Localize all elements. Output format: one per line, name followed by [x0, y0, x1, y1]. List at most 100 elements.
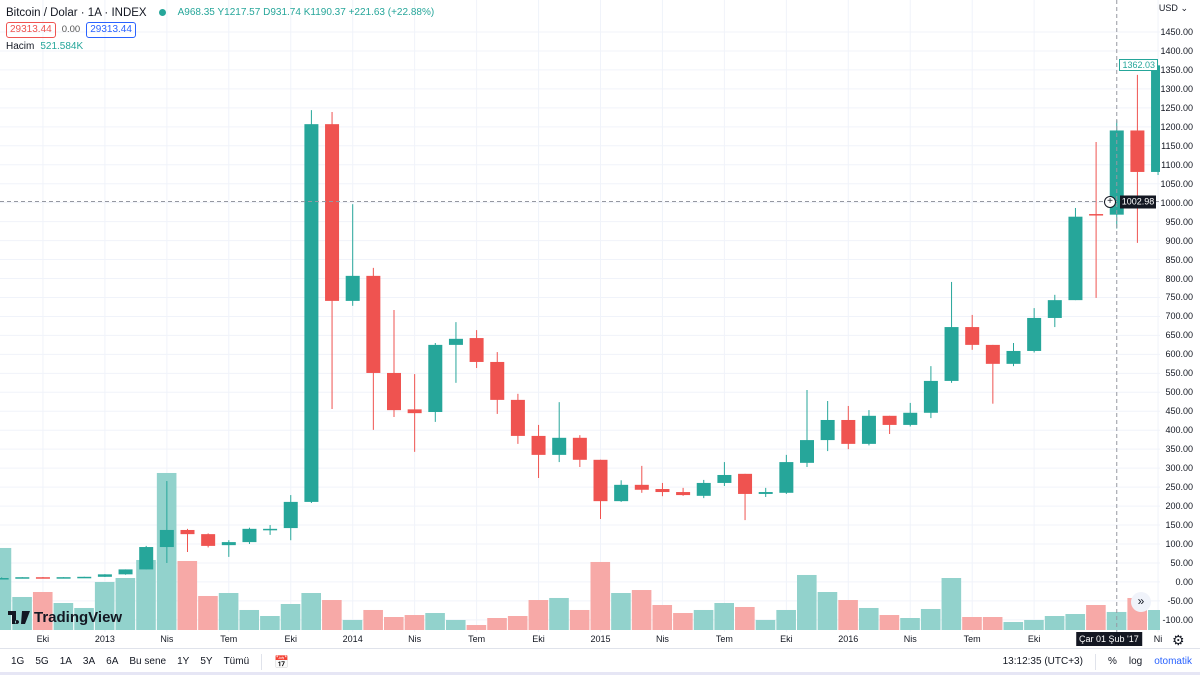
time-tick-label: Eki — [1027, 634, 1041, 644]
timeframe-button[interactable]: 5Y — [200, 656, 213, 667]
price-tick-label: 0.00 — [1175, 576, 1193, 587]
candle-body — [15, 577, 30, 579]
timeframe-button[interactable]: Bu sene — [129, 656, 167, 667]
volume-bar — [817, 592, 838, 630]
candle-body — [1006, 350, 1021, 364]
price-tick-label: -50.00 — [1167, 595, 1193, 606]
volume-bar — [301, 592, 321, 630]
volume-bar — [322, 600, 342, 630]
clock[interactable]: 13:12:35 (UTC+3) — [1002, 656, 1083, 667]
price-tick-label: 700.00 — [1165, 311, 1193, 322]
candle-body — [531, 435, 546, 455]
last-price-label: 1362.03 — [1119, 59, 1158, 72]
price-tick-label: 1300.00 — [1160, 83, 1193, 94]
symbol-title[interactable]: Bitcoin / Dolar · 1A · INDEX — [6, 6, 147, 19]
volume-bar — [487, 617, 507, 630]
price-tick-label: 850.00 — [1165, 254, 1193, 265]
volume-bar — [838, 600, 858, 630]
candle-body — [593, 459, 608, 502]
candle-body — [676, 492, 691, 496]
time-tick-label: 2014 — [342, 634, 363, 644]
buy-button[interactable]: 29313.44 — [86, 21, 136, 38]
volume-bar — [280, 604, 301, 630]
currency-label: USD — [1158, 3, 1178, 13]
time-tick-label: Ni — [1153, 634, 1163, 644]
price-tick-label: 1100.00 — [1161, 159, 1193, 170]
volume-bar — [631, 590, 652, 630]
volume-bar — [652, 605, 673, 630]
candle-body — [448, 338, 463, 345]
candle-body — [56, 577, 71, 579]
price-tick-label: 1200.00 — [1160, 121, 1193, 132]
candle-body — [469, 338, 484, 362]
time-tick-label: Nis — [655, 634, 669, 644]
volume-bar — [94, 581, 115, 630]
candle-body — [779, 462, 794, 493]
volume-bar — [32, 592, 53, 630]
candle-body — [139, 547, 154, 570]
candle-body — [985, 344, 1000, 364]
volume-bar — [404, 615, 425, 630]
volume-label[interactable]: Hacim — [6, 41, 35, 52]
timeframe-button[interactable]: 1Y — [177, 656, 190, 667]
candle-body — [304, 124, 319, 502]
timeframe-button[interactable]: Tümü — [223, 656, 250, 667]
price-tick-label: 1000.00 — [1160, 197, 1193, 208]
timeframe-button[interactable]: 5G — [35, 656, 49, 667]
chevron-down-icon: ⌄ — [1180, 3, 1188, 13]
volume-bar — [53, 603, 74, 630]
price-tick-label: 650.00 — [1165, 330, 1193, 341]
candle-body — [1089, 214, 1104, 216]
timeframe-button[interactable]: 1A — [59, 656, 72, 667]
high-label: Y — [217, 7, 225, 18]
volume-bar — [198, 595, 218, 630]
open-label: A — [177, 7, 185, 18]
logo-text: TradingView — [34, 609, 123, 626]
price-tick-label: -100.00 — [1162, 614, 1193, 625]
volume-bar — [797, 574, 817, 630]
spread-value: 0.00 — [61, 24, 81, 35]
volume-bar — [611, 592, 631, 630]
price-tick-label: 900.00 — [1165, 235, 1193, 246]
candle-body — [614, 484, 629, 502]
sell-button[interactable]: 29313.44 — [6, 21, 56, 38]
price-chart[interactable] — [0, 0, 1160, 632]
volume-bar — [1106, 611, 1127, 630]
auto-scale-toggle[interactable]: otomatik — [1154, 656, 1192, 667]
time-tick-label: Tem — [715, 634, 733, 644]
candle-body — [1047, 300, 1062, 318]
time-tick-label: Eki — [780, 634, 793, 644]
price-tick-label: 600.00 — [1165, 349, 1193, 360]
price-tick-label: 1050.00 — [1160, 178, 1193, 189]
volume-bar — [239, 609, 260, 630]
percent-scale-toggle[interactable]: % — [1107, 656, 1117, 667]
candle-body — [634, 484, 649, 490]
volume-bar — [342, 619, 363, 630]
gear-icon[interactable]: ⚙ — [1172, 632, 1185, 648]
volume-bar — [445, 619, 466, 630]
volume-bar — [1044, 616, 1065, 630]
plus-icon[interactable]: + — [1104, 195, 1116, 208]
log-scale-toggle[interactable]: log — [1128, 656, 1143, 667]
open-value: 968.35 — [184, 7, 215, 18]
volume-bar — [879, 615, 900, 630]
candle-body — [77, 576, 92, 579]
timeframe-button[interactable]: 6A — [106, 656, 119, 667]
scroll-to-realtime-button[interactable]: » — [1131, 592, 1151, 612]
timeframe-button[interactable]: 1G — [11, 656, 25, 667]
candle-body — [1151, 65, 1160, 172]
date-range-icon[interactable]: 📅 — [274, 654, 290, 669]
volume-bar — [1024, 619, 1044, 630]
crosshair — [0, 0, 1160, 632]
currency-selector[interactable]: USD ⌄ — [1159, 3, 1188, 14]
price-tick-label: 100.00 — [1165, 539, 1193, 549]
volume-bar — [384, 617, 404, 630]
candle-body — [717, 474, 732, 483]
time-tick-label: Tem — [963, 634, 981, 644]
tradingview-logo[interactable]: TradingView — [8, 609, 122, 626]
low-value: 931.74 — [270, 7, 301, 18]
volume-bar — [528, 600, 549, 630]
volume-value: 521.584K — [40, 41, 84, 52]
timeframe-button[interactable]: 3A — [82, 656, 96, 667]
volume-bar — [177, 560, 198, 630]
